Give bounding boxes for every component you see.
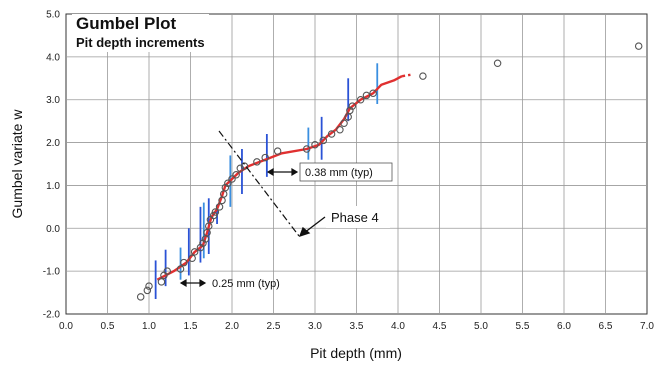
x-tick-label: 0.5	[101, 321, 115, 332]
data-point	[211, 208, 220, 216]
data-point	[346, 106, 354, 115]
data-point	[236, 164, 245, 173]
data-point	[232, 170, 240, 179]
increment-small-label: 0.25 mm (typ)	[212, 278, 280, 290]
y-tick-label: 5.0	[46, 10, 60, 21]
data-point	[261, 153, 269, 162]
data-point	[136, 293, 145, 301]
x-tick-labels: 0.0 0.5 1.0 1.5 2.0 2.5 3.0 3.5 4.0 4.5 5.0 5.5 6.0 6…	[59, 321, 654, 332]
y-tick-label: 4.0	[46, 52, 60, 63]
fit-curve	[156, 75, 403, 281]
fit-curve-extension	[401, 73, 411, 78]
data-point	[163, 267, 172, 275]
x-tick-label: 7.0	[640, 321, 654, 332]
data-point	[327, 130, 336, 138]
data-point	[493, 59, 502, 68]
chart-subtitle: Pit depth increments	[76, 35, 205, 50]
phase-label: Phase 4	[331, 210, 379, 225]
fit-line	[156, 73, 411, 281]
data-point	[188, 254, 196, 263]
increment-large-label-box: 0.38 mm (typ)	[299, 162, 393, 182]
x-tick-label: 5.0	[474, 321, 488, 332]
x-tick-label: 2.0	[225, 321, 239, 332]
y-axis-label: Gumbel variate w	[9, 109, 25, 219]
increment-large-arrow	[266, 167, 299, 177]
phase-label-box: Phase 4	[326, 206, 390, 228]
x-tick-label: 4.0	[391, 321, 405, 332]
data-point	[143, 286, 152, 295]
y-tick-label: 0.0	[46, 224, 60, 235]
data-point	[362, 91, 371, 100]
x-tick-label: 4.5	[433, 321, 447, 332]
data-point	[190, 248, 199, 256]
grid-lines	[66, 14, 647, 314]
data-point	[180, 258, 188, 267]
data-point	[145, 282, 153, 290]
data-point	[634, 42, 643, 50]
increment-small-arrow	[179, 278, 207, 288]
data-point	[311, 140, 319, 149]
data-point	[176, 265, 185, 273]
data-points	[136, 42, 643, 301]
y-tick-label: -1.0	[43, 267, 61, 278]
data-point	[228, 175, 236, 183]
data-point	[224, 179, 232, 188]
data-point	[340, 119, 348, 128]
x-tick-label: 3.0	[308, 321, 322, 332]
x-tick-label: 2.5	[267, 321, 281, 332]
x-tick-label: 0.0	[59, 321, 73, 332]
data-point	[196, 243, 205, 252]
x-tick-label: 1.5	[184, 321, 198, 332]
y-tick-label: 2.0	[46, 138, 60, 149]
data-point	[302, 145, 311, 153]
data-point	[369, 89, 377, 98]
increment-large-label: 0.38 mm (typ)	[305, 167, 373, 179]
x-tick-label: 3.5	[350, 321, 364, 332]
data-point	[240, 162, 249, 170]
data-point	[356, 95, 365, 104]
x-tick-label: 5.5	[516, 321, 530, 332]
x-tick-label: 6.0	[557, 321, 571, 332]
chart-title-box: Gumbel Plot Pit depth increments	[72, 14, 209, 52]
y-tick-label: -2.0	[43, 310, 61, 321]
data-point	[215, 203, 224, 211]
phase-boundary-line	[218, 130, 300, 237]
x-tick-label: 1.0	[142, 321, 156, 332]
chart-title: Gumbel Plot	[76, 14, 177, 33]
y-tick-labels: -2.0 -1.0 0.0 1.0 2.0 3.0 4.0 5.0	[43, 10, 61, 321]
phase-arrow	[298, 216, 326, 238]
data-point	[157, 278, 166, 286]
y-tick-label: 3.0	[46, 95, 60, 106]
x-axis-label: Pit depth (mm)	[310, 345, 402, 361]
data-point	[419, 72, 427, 80]
data-point	[209, 211, 218, 220]
data-point	[221, 183, 230, 192]
data-point	[348, 102, 357, 110]
data-point	[273, 147, 282, 155]
data-point	[319, 136, 328, 145]
x-tick-label: 6.5	[599, 321, 613, 332]
data-point	[199, 239, 207, 248]
y-tick-label: 1.0	[46, 181, 60, 192]
data-point	[336, 125, 344, 134]
data-point	[253, 158, 261, 166]
